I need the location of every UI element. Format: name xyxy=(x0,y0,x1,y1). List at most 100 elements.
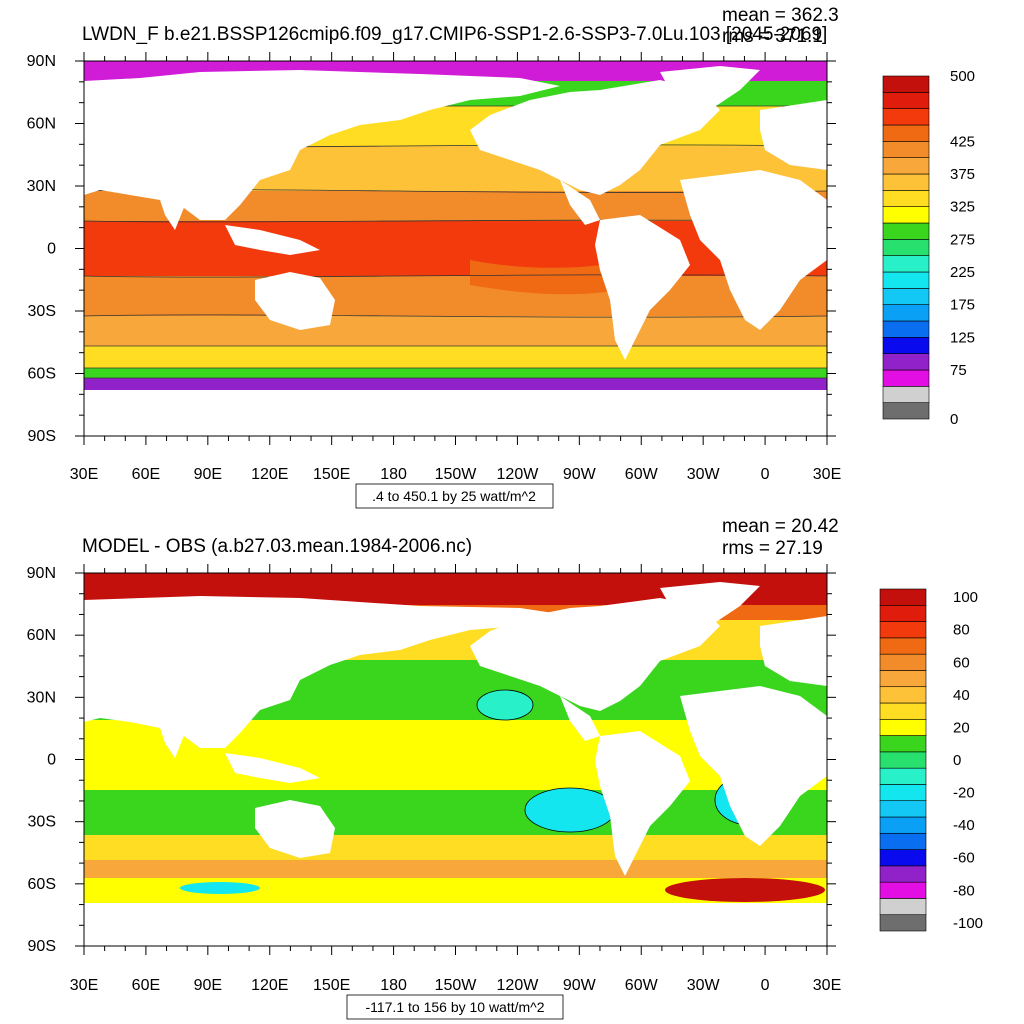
colorbar-swatch xyxy=(879,816,927,834)
colorbar-swatch xyxy=(879,588,927,606)
mean-label: mean = 20.42 xyxy=(722,516,839,537)
cyan-patch-south-pacific xyxy=(524,787,616,833)
colorbar-swatch xyxy=(882,271,930,289)
y-tick-label: 60S xyxy=(28,366,56,383)
x-tick-label: 150E xyxy=(313,977,350,994)
colorbar-swatch xyxy=(879,718,927,736)
x-tick-label: 150W xyxy=(435,466,478,483)
colorbar-swatch xyxy=(879,604,927,622)
panel-title: LWDN_F b.e21.BSSP126cmip6.f09_g17.CMIP6-… xyxy=(82,24,827,45)
cyan-patch-antarctic xyxy=(180,882,260,894)
x-tick-label: 150E xyxy=(313,466,350,483)
colorbar: -100 -80 -60 -40 -20 0 20 40 60 80 100 xyxy=(879,588,983,932)
colorbar-swatch xyxy=(882,239,930,256)
band-ant xyxy=(84,378,827,390)
axis-ticks xyxy=(75,564,836,955)
colorbar-label: 275 xyxy=(950,231,975,248)
colorbar-swatch xyxy=(879,898,927,916)
colorbar-swatch xyxy=(879,767,927,785)
band-high-s xyxy=(84,860,827,878)
x-tick-label: 60W xyxy=(625,977,659,994)
plot-frame xyxy=(75,564,836,955)
x-tick-label: 120W xyxy=(497,977,540,994)
plot-frame xyxy=(75,52,836,445)
colorbar-swatch xyxy=(882,386,930,403)
colorbar-swatch xyxy=(879,914,927,932)
colorbar-label: -20 xyxy=(953,785,975,802)
y-tick-label: 90N xyxy=(27,53,56,70)
x-tick-label: 180 xyxy=(380,977,407,994)
colorbar-label: 20 xyxy=(953,719,970,736)
colorbar-swatch xyxy=(882,141,930,158)
colorbar-swatch xyxy=(879,832,927,850)
colorbar-swatch xyxy=(879,621,927,639)
x-tick-label: 90W xyxy=(563,977,597,994)
colorbar-swatch xyxy=(879,800,927,818)
y-tick-label: 30S xyxy=(28,303,56,320)
rms-label: rms = 27.19 xyxy=(722,538,823,559)
range-label: .4 to 450.1 by 25 watt/m^2 xyxy=(372,488,536,504)
colorbar-swatch xyxy=(882,124,930,142)
y-tick-label: 60N xyxy=(27,627,56,644)
x-tick-label: 180 xyxy=(380,466,407,483)
colorbar-swatch xyxy=(879,637,927,655)
land-mask xyxy=(84,66,827,436)
colorbar-swatch xyxy=(882,402,930,420)
colorbar: 0 75 125 175 225 275 325 375 425 500 xyxy=(882,68,975,428)
red-patch-southern-ocean xyxy=(665,878,825,902)
x-tick-label: 60E xyxy=(132,466,160,483)
colorbar-swatch xyxy=(882,320,930,338)
colorbar-swatch xyxy=(879,849,927,867)
y-tick-label: 30N xyxy=(27,178,56,195)
colorbar-label: -40 xyxy=(953,817,975,834)
y-tick-label: 90S xyxy=(28,938,56,955)
band-high-s xyxy=(84,346,827,368)
colorbar-label: -100 xyxy=(953,915,983,932)
y-axis-labels: 90N 60N 30N 0 30S 60S 90S xyxy=(27,565,56,955)
map-field xyxy=(84,61,827,436)
colorbar-swatch xyxy=(879,670,927,688)
y-tick-label: 90N xyxy=(27,565,56,582)
colorbar-swatch xyxy=(882,288,930,305)
colorbar-swatch xyxy=(882,369,930,387)
axis-ticks xyxy=(75,52,836,445)
x-tick-label: 30W xyxy=(687,977,721,994)
colorbar-label: 40 xyxy=(953,687,970,704)
map-field xyxy=(84,573,827,946)
mean-label: mean = 362.3 xyxy=(722,5,839,26)
colorbar-label: -60 xyxy=(953,850,975,867)
panel-top: LWDN_F b.e21.BSSP126cmip6.f09_g17.CMIP6-… xyxy=(27,5,975,509)
colorbar-label: 125 xyxy=(950,329,975,346)
colorbar-swatch xyxy=(882,108,930,126)
y-tick-label: 30S xyxy=(28,814,56,831)
x-tick-label: 30W xyxy=(687,466,721,483)
band-subtrop-s xyxy=(84,790,827,835)
y-tick-label: 30N xyxy=(27,689,56,706)
band-mid-s xyxy=(84,316,827,346)
colorbar-swatch xyxy=(879,653,927,671)
x-tick-label: 120E xyxy=(251,466,288,483)
colorbar-swatch xyxy=(882,304,930,322)
colorbar-swatch xyxy=(879,881,927,899)
pacific-cold-tongue xyxy=(470,260,620,295)
x-tick-label: 30E xyxy=(70,977,98,994)
panel-bottom: MODEL - OBS (a.b27.03.mean.1984-2006.nc)… xyxy=(27,516,983,1020)
y-axis-labels: 90N 60N 30N 0 30S 60S 90S xyxy=(27,53,56,445)
y-tick-label: 60N xyxy=(27,116,56,133)
y-tick-label: 0 xyxy=(47,241,56,258)
colorbar-swatch xyxy=(882,255,930,273)
y-tick-label: 0 xyxy=(47,752,56,769)
x-tick-label: 0 xyxy=(761,977,770,994)
range-label-box: -117.1 to 156 by 10 watt/m^2 xyxy=(346,994,564,1020)
colorbar-label: 325 xyxy=(950,199,975,216)
band-subtrop-s xyxy=(84,276,827,316)
range-label-box: .4 to 450.1 by 25 watt/m^2 xyxy=(355,483,554,509)
colorbar-label: 425 xyxy=(950,133,975,150)
x-tick-label: 90E xyxy=(194,466,222,483)
colorbar-label: 175 xyxy=(950,297,975,314)
colorbar-label: 375 xyxy=(950,166,975,183)
colorbar-swatch xyxy=(879,865,927,883)
colorbar-label: 225 xyxy=(950,264,975,281)
x-tick-label: 90E xyxy=(194,977,222,994)
